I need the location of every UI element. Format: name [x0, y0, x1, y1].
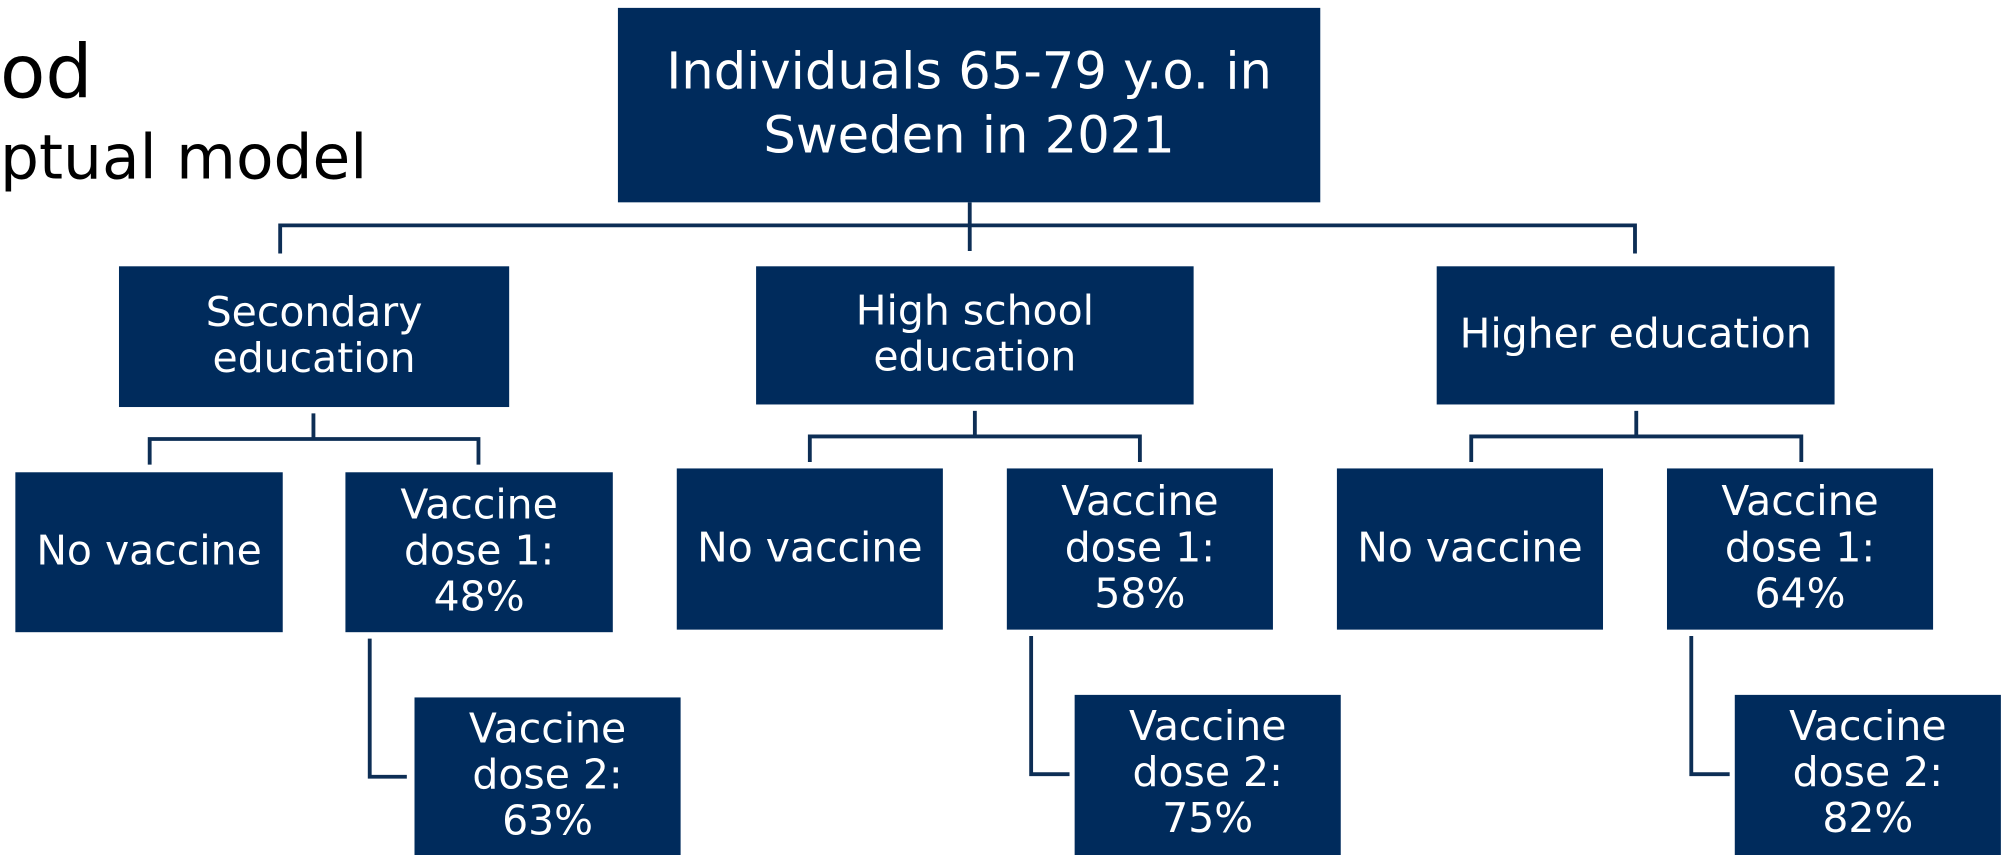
node-label: Vaccine	[469, 704, 626, 752]
node-box	[345, 472, 613, 633]
node-label: dose 1:	[1725, 523, 1875, 571]
node-box	[1006, 468, 1273, 630]
node-label: 75%	[1162, 794, 1253, 842]
connector	[147, 413, 481, 465]
node-label: 58%	[1094, 569, 1185, 617]
node-label: Vaccine	[1721, 477, 1878, 525]
node-box	[1666, 468, 1934, 630]
connector	[1689, 636, 1730, 777]
node-box	[676, 468, 943, 630]
connector	[1469, 410, 1804, 463]
connectors	[147, 202, 1804, 779]
node-label: No vaccine	[36, 527, 261, 575]
node-label: Vaccine	[1789, 702, 1946, 750]
node-label: 64%	[1755, 569, 1846, 617]
node-box	[414, 697, 681, 855]
connector	[807, 410, 1142, 463]
node-box	[1074, 694, 1341, 855]
node-label: No vaccine	[697, 523, 922, 571]
node-label: No vaccine	[1357, 523, 1582, 571]
node-label: Vaccine	[1061, 477, 1218, 525]
node-label: Vaccine	[400, 480, 557, 528]
node-label: education	[213, 334, 416, 382]
node-box	[1734, 694, 2001, 855]
node-label: 63%	[502, 796, 593, 844]
node-label: dose 2:	[1793, 748, 1943, 796]
node-box	[1336, 468, 1604, 630]
node-label: High school	[856, 287, 1094, 335]
subtitle: ptual model	[0, 122, 367, 193]
node-box	[1436, 266, 1835, 405]
node-box	[756, 266, 1194, 405]
node-label: Individuals 65-79 y.o. in	[666, 42, 1272, 101]
connector	[278, 202, 1637, 254]
node-box	[118, 266, 510, 408]
node-label: education	[873, 333, 1076, 381]
node-box	[15, 472, 283, 633]
node-label: Sweden in 2021	[763, 106, 1175, 165]
node-label: dose 2:	[1133, 748, 1283, 796]
node-label: dose 2:	[472, 750, 622, 798]
node-label: Vaccine	[1129, 702, 1286, 750]
node-box	[617, 7, 1321, 203]
node-label: 48%	[434, 573, 525, 621]
connector	[367, 638, 407, 779]
node-label: 82%	[1822, 794, 1913, 842]
connector	[1029, 636, 1070, 777]
node-label: Secondary	[206, 288, 423, 336]
node-label: dose 1:	[404, 527, 554, 575]
node-label: Higher education	[1460, 310, 1812, 358]
title: od	[0, 29, 92, 115]
node-label: dose 1:	[1065, 523, 1215, 571]
